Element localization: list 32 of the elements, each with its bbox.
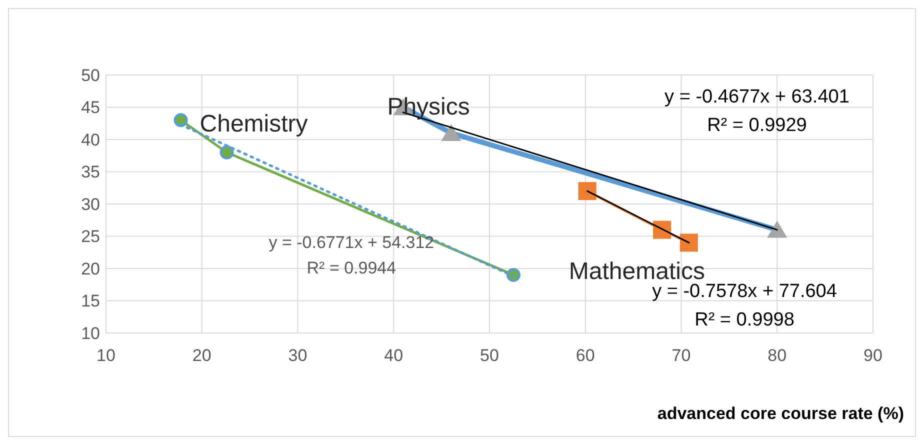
series-label: Physics bbox=[387, 94, 470, 121]
x-tick-label: 80 bbox=[768, 346, 787, 365]
point bbox=[578, 182, 596, 200]
y-tick-label: 25 bbox=[81, 227, 100, 246]
point bbox=[767, 220, 788, 238]
x-tick-label: 30 bbox=[288, 346, 308, 365]
x-tick-label: 50 bbox=[480, 346, 499, 365]
point bbox=[506, 268, 520, 282]
x-tick-label: 90 bbox=[864, 346, 882, 365]
x-tick-label: 60 bbox=[576, 346, 595, 365]
point bbox=[174, 113, 188, 128]
x-tick-label: 70 bbox=[672, 346, 691, 365]
x-tick-label: 20 bbox=[192, 346, 212, 365]
annotation: y = -0.7578x + 77.604 R² = 0.9998 bbox=[652, 280, 838, 330]
annotation: y = -0.4677x + 63.401 R² = 0.9929 bbox=[664, 86, 850, 136]
y-tick-label: 45 bbox=[81, 98, 100, 118]
series-label: Chemistry bbox=[200, 110, 308, 138]
y-tick-label: 30 bbox=[81, 194, 100, 214]
y-tick-label: 35 bbox=[81, 162, 100, 182]
y-tick-label: 15 bbox=[81, 292, 100, 311]
point bbox=[441, 124, 462, 142]
x-axis-title: advanced core course rate (%) bbox=[657, 404, 904, 423]
x-tick-label: 40 bbox=[384, 346, 404, 365]
point bbox=[653, 220, 672, 239]
point bbox=[680, 234, 698, 252]
y-tick-label: 10 bbox=[81, 324, 100, 343]
annotation: y = -0.6771x + 54.312 R² = 0.9944 bbox=[268, 232, 434, 278]
y-tick-label: 40 bbox=[81, 130, 100, 150]
y-tick-label: 20 bbox=[81, 259, 100, 278]
point bbox=[220, 145, 234, 160]
y-tick-label: 50 bbox=[81, 66, 100, 85]
x-tick-label: 10 bbox=[96, 346, 116, 365]
